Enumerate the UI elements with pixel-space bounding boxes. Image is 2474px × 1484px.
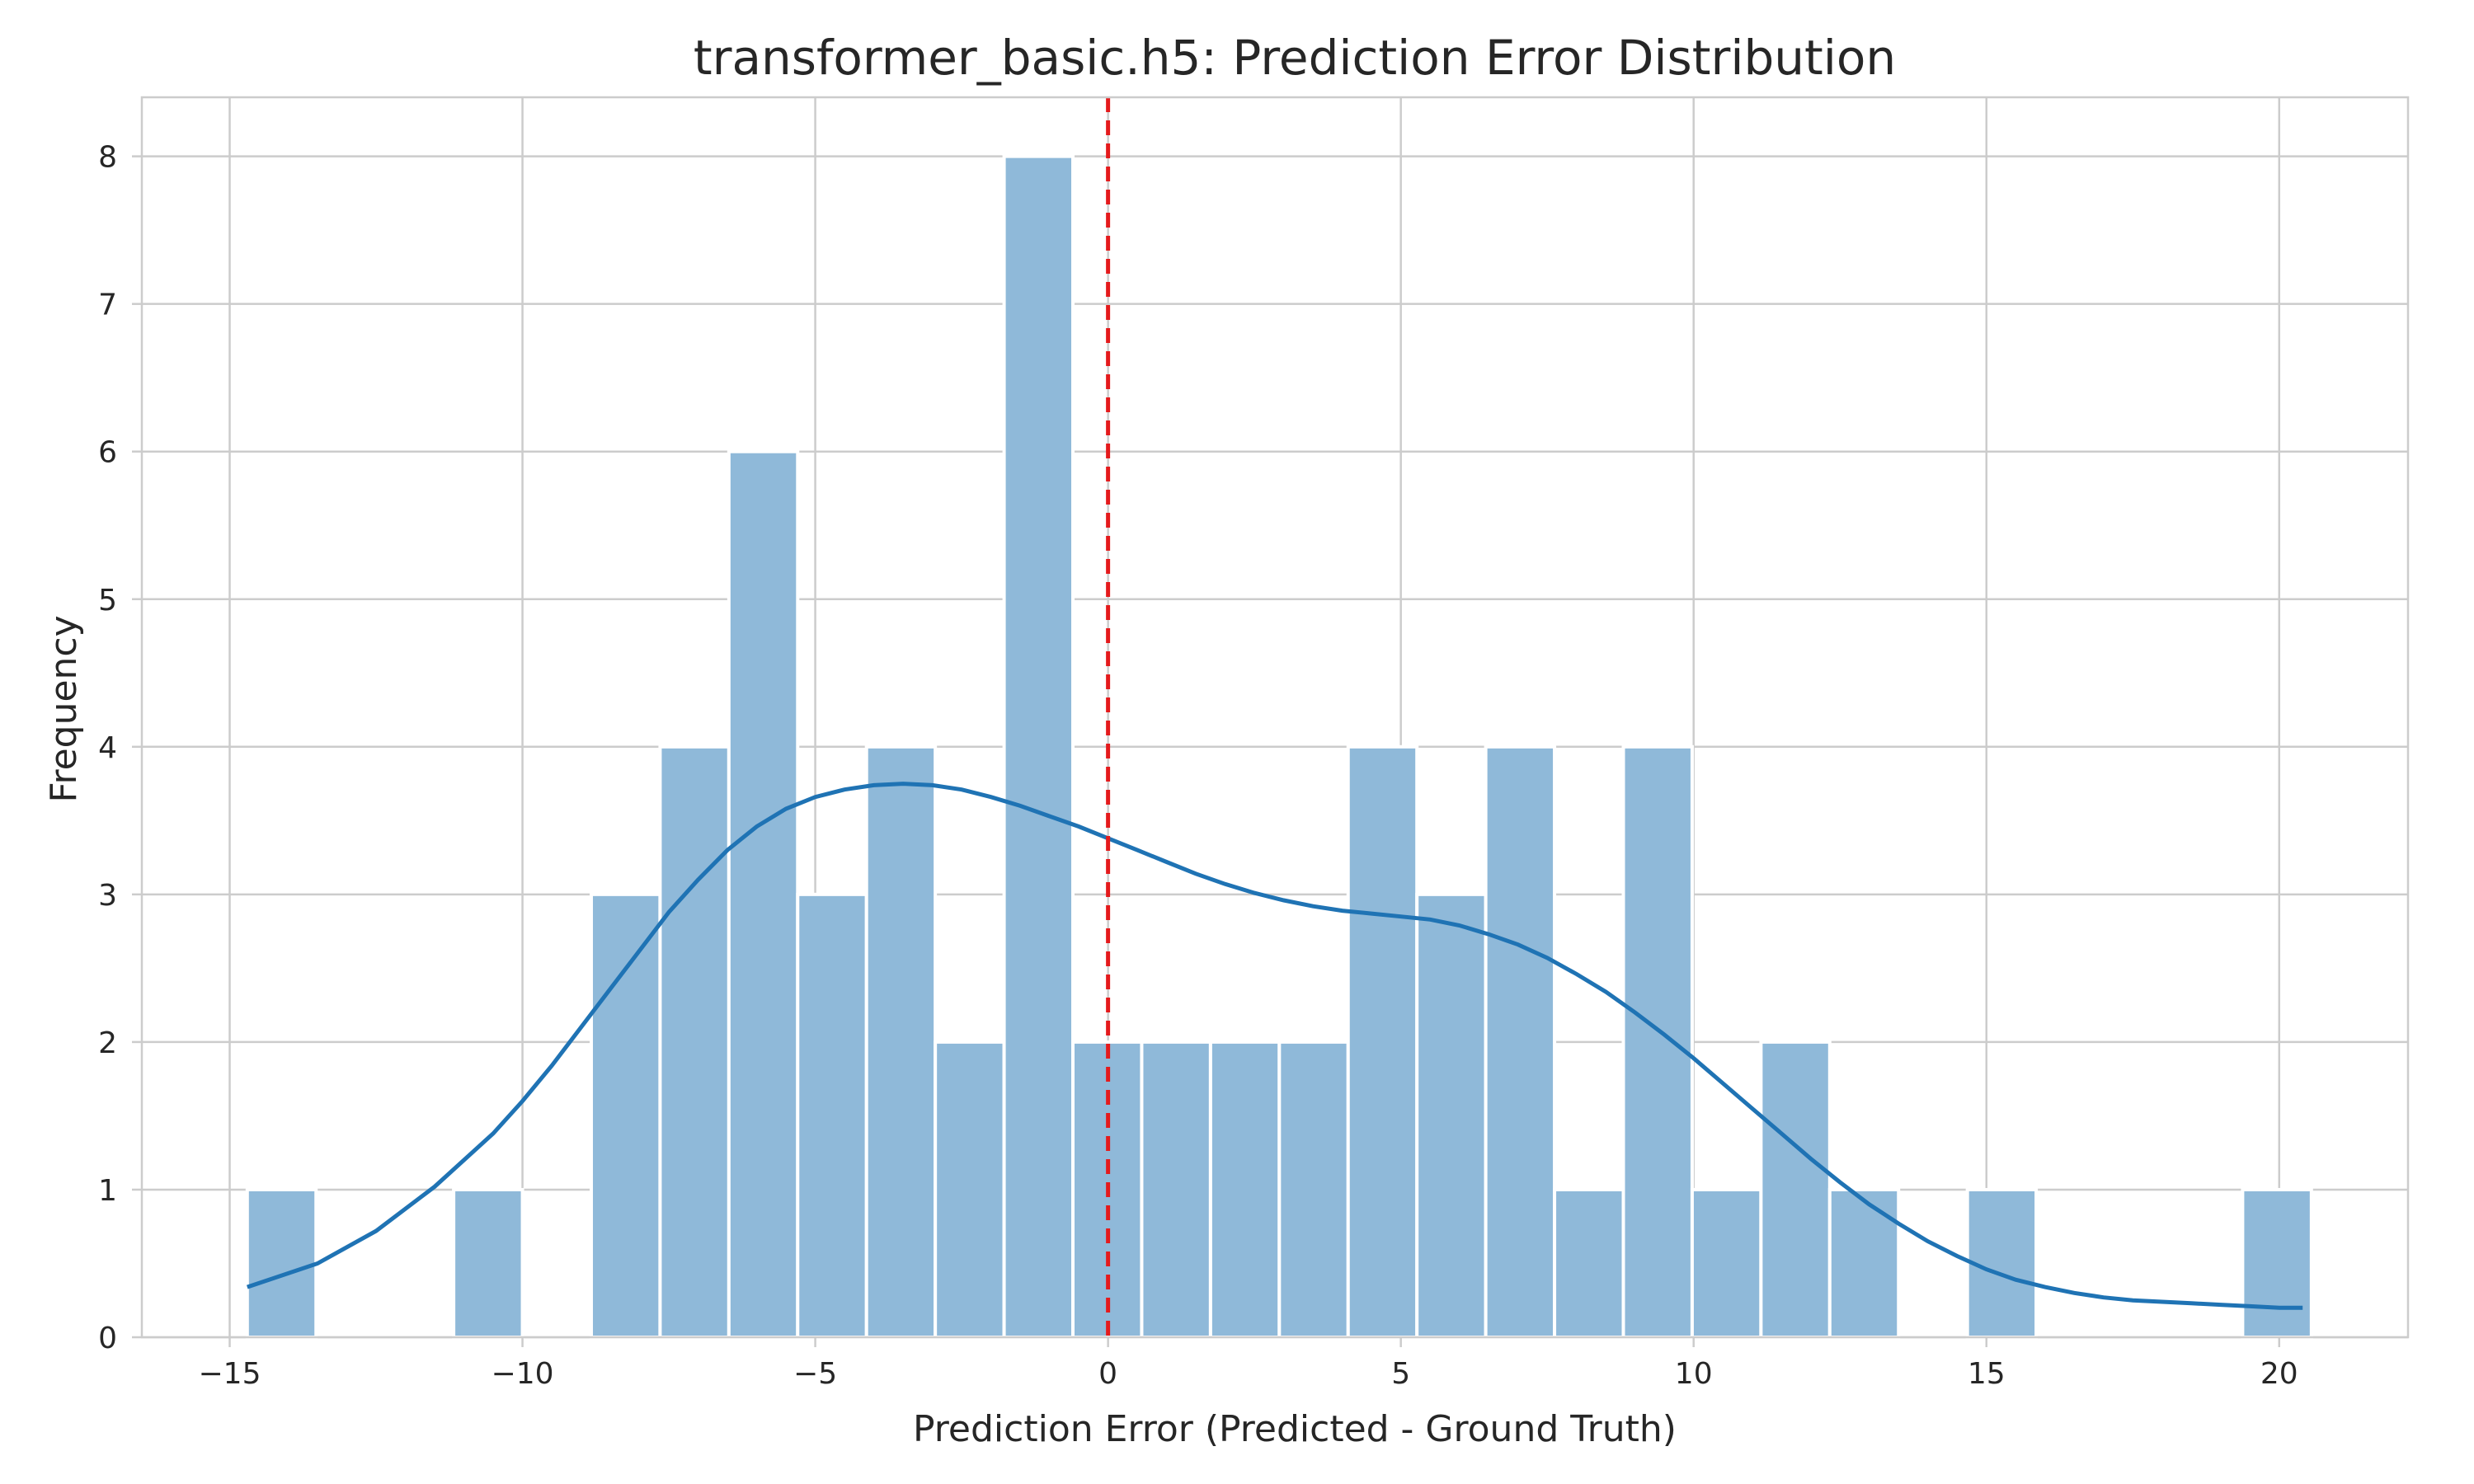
histogram-bar <box>727 449 800 1340</box>
grid <box>142 97 2408 1339</box>
x-tick-label: 5 <box>1391 1357 1410 1391</box>
chart-title: transformer_basic.h5: Prediction Error D… <box>694 30 1896 86</box>
histogram-bar <box>1346 744 1419 1339</box>
histogram-bar <box>2241 1187 2313 1340</box>
x-tick-label: −15 <box>199 1357 261 1391</box>
kde-curve <box>247 782 2303 1310</box>
y-tick-label: 2 <box>98 1026 117 1060</box>
histogram-bar <box>1553 1187 1625 1340</box>
histogram-bar <box>1621 744 1694 1339</box>
histogram-bar <box>1690 1187 1763 1340</box>
y-axis-label: Frequency <box>43 615 85 802</box>
histogram-bar <box>1415 892 1488 1340</box>
histogram-bar <box>1140 1040 1212 1340</box>
histogram-bar <box>1277 1040 1350 1340</box>
plot-area <box>140 96 2410 1340</box>
histogram-bars <box>245 154 2313 1340</box>
x-tick-label: 10 <box>1675 1357 1713 1391</box>
x-axis-ticks: −15 −10 −5 0 5 10 15 20 <box>199 1337 2298 1391</box>
y-tick-label: 4 <box>98 731 117 765</box>
histogram-bar <box>864 744 938 1339</box>
histogram-bar <box>1002 154 1075 1340</box>
y-tick-label: 0 <box>98 1322 117 1355</box>
x-tick-label: −10 <box>492 1357 554 1391</box>
x-tick-label: 15 <box>1968 1357 2006 1391</box>
histogram-bar <box>589 892 662 1340</box>
plot-frame <box>140 96 2410 1339</box>
x-tick-label: 0 <box>1098 1357 1117 1391</box>
x-tick-label: 20 <box>2260 1357 2298 1391</box>
histogram-bar <box>1759 1040 1832 1340</box>
y-tick-label: 7 <box>98 289 117 322</box>
y-tick-label: 1 <box>98 1174 117 1208</box>
histogram-bar <box>1208 1040 1282 1340</box>
histogram-bar <box>934 1040 1006 1340</box>
x-tick-label: −5 <box>793 1357 837 1391</box>
histogram-bar <box>1484 744 1557 1339</box>
y-axis-ticks: 0 1 2 3 4 5 6 7 8 <box>98 141 142 1355</box>
y-tick-label: 5 <box>98 584 117 618</box>
y-tick-label: 6 <box>98 436 117 470</box>
histogram-bar <box>1827 1187 1901 1340</box>
histogram-bar <box>796 892 868 1340</box>
histogram-bar <box>658 744 731 1339</box>
y-tick-label: 8 <box>98 141 117 175</box>
y-tick-label: 3 <box>98 879 117 913</box>
histogram-bar <box>245 1187 318 1340</box>
histogram-bar <box>452 1187 524 1340</box>
x-axis-label: Prediction Error (Predicted - Ground Tru… <box>913 1408 1677 1450</box>
